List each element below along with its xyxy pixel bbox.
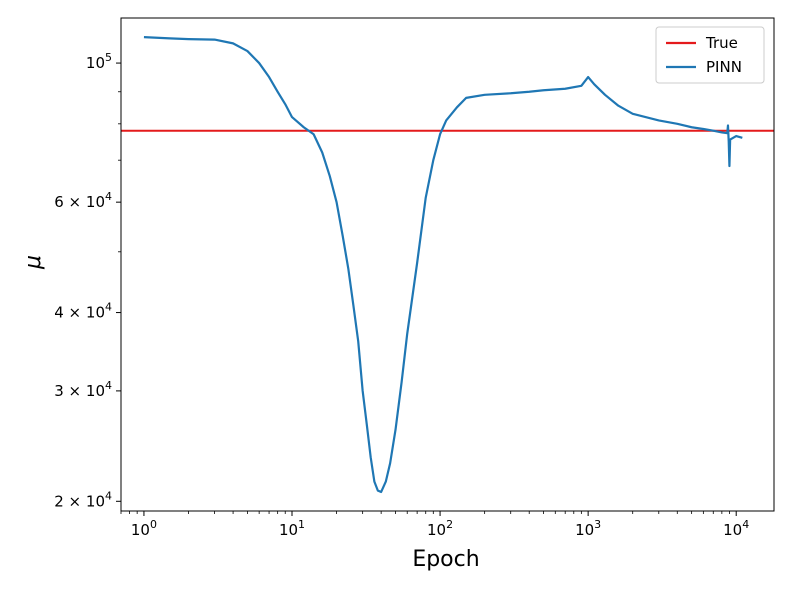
x-tick-label: 104 <box>723 518 749 539</box>
x-tick-label: 102 <box>427 518 453 539</box>
y-tick-label: 105 <box>86 51 112 72</box>
x-tick-label: 101 <box>279 518 305 539</box>
plot-area <box>121 36 774 494</box>
legend: True PINN <box>655 26 765 84</box>
plot-frame <box>120 17 775 512</box>
legend-label: True <box>705 34 738 52</box>
x-axis-label: Epoch <box>412 547 479 572</box>
y-tick-label: 4 × 104 <box>54 301 112 322</box>
legend-label: PINN <box>706 58 742 76</box>
x-tick-label: 103 <box>575 518 601 539</box>
y-tick-label: 3 × 104 <box>54 379 112 400</box>
pinn-series-line <box>143 36 743 494</box>
legend-box <box>655 26 765 84</box>
y-axis-label: μ <box>21 255 46 270</box>
y-tick-label: 6 × 104 <box>54 190 112 211</box>
x-tick-label: 100 <box>131 518 157 539</box>
axes: 100 101 102 103 104 2 × 104 3 × 104 4 × 104 6 × … <box>54 17 775 539</box>
y-tick-label: 2 × 104 <box>54 489 112 510</box>
